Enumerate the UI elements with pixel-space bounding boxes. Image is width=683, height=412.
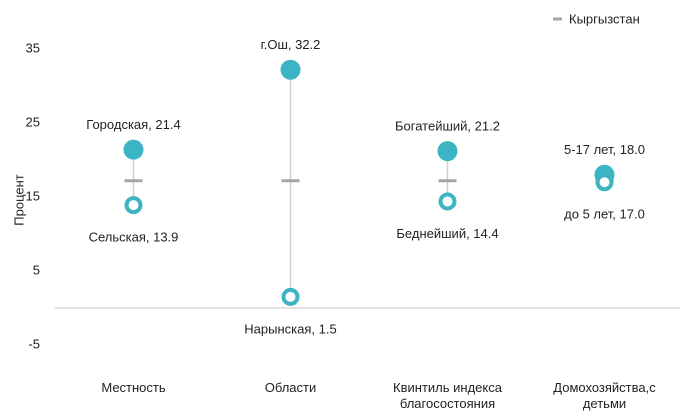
x-tick-label: Домохозяйства,с детьми [553, 380, 656, 411]
data-label: до 5 лет, 17.0 [564, 207, 645, 222]
data-label: 5-17 лет, 18.0 [564, 142, 645, 157]
data-label: Городская, 21.4 [86, 117, 180, 132]
data-label: Богатейший, 21.2 [395, 119, 500, 134]
y-tick-label: 5 [33, 262, 40, 277]
y-tick-label: 25 [26, 114, 40, 129]
y-tick-label: 15 [26, 188, 40, 203]
y-tick-label: 35 [26, 40, 40, 55]
high-dot [123, 139, 144, 160]
low-dot [595, 173, 614, 192]
x-tick-label: Местность [101, 380, 166, 395]
low-dot [438, 192, 457, 211]
data-label: Нарынская, 1.5 [244, 321, 336, 336]
y-axis-label: Процент [11, 174, 26, 226]
y-tick-label: -5 [28, 336, 40, 351]
x-tick-label: Квинтиль индекса благосостояния [393, 380, 502, 411]
legend-label: Кыргызстан [569, 11, 640, 26]
data-label: г.Ош, 32.2 [261, 37, 321, 52]
low-dot [281, 287, 300, 306]
low-dot [124, 196, 143, 215]
x-tick-label: Области [264, 380, 317, 395]
high-dot [437, 141, 458, 162]
high-dot [280, 59, 301, 80]
data-label: Сельская, 13.9 [89, 230, 179, 245]
data-label: Беднейший, 14.4 [396, 226, 498, 241]
